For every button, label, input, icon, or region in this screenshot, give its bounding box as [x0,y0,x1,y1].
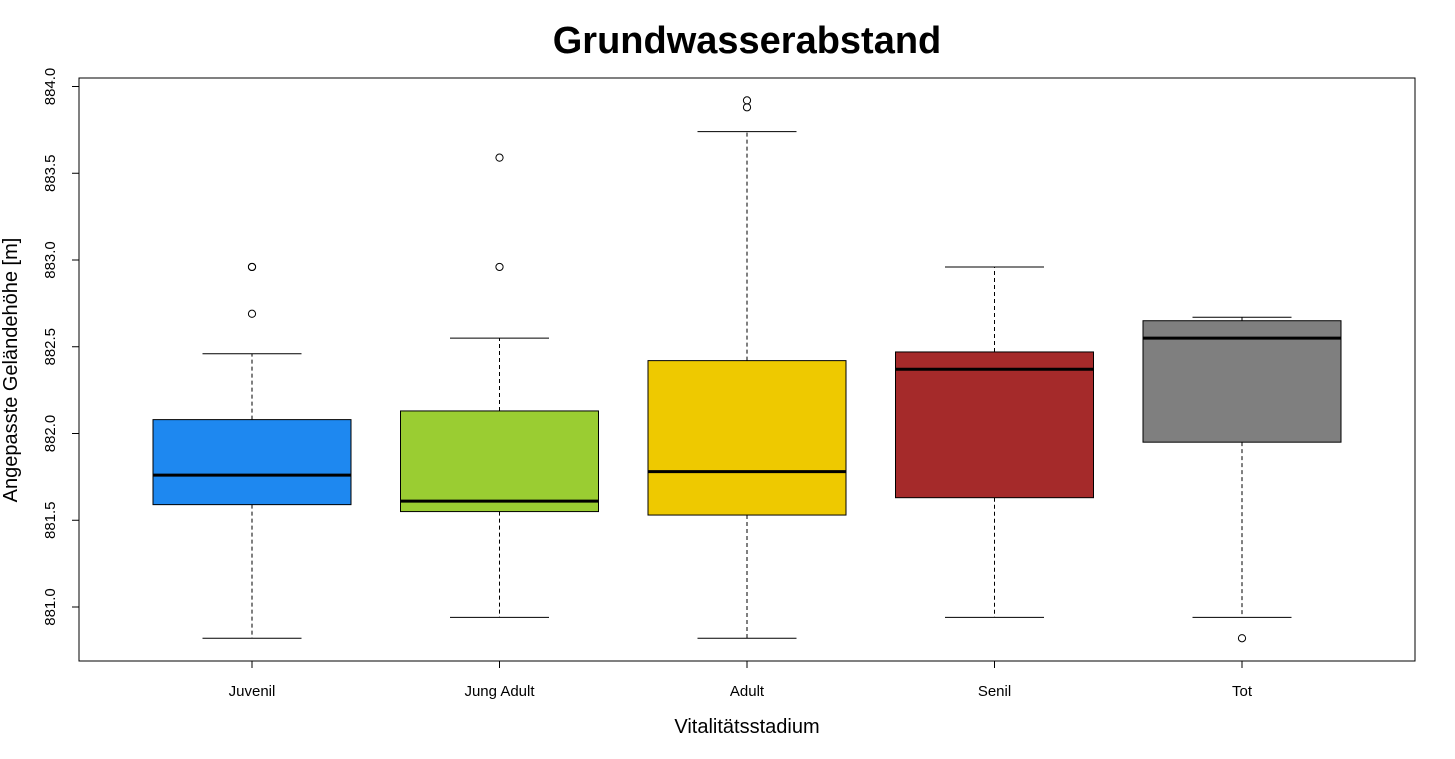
box-group-adult [647,96,847,639]
outlier-point [1237,634,1247,643]
y-tick-label: 881.0 [42,588,59,626]
box-group-senil [895,266,1094,618]
x-axis-label: Vitalitätsstadium [674,716,819,738]
y-tick-label: 883.5 [42,154,59,192]
y-tick-label: 881.5 [42,501,59,539]
y-tick-label: 883.0 [42,241,59,279]
x-tick-label: Adult [730,683,765,700]
y-tick-label: 882.5 [42,328,59,366]
box [895,351,1094,499]
x-tick-label: Jung Adult [464,683,535,700]
box-group-juvenil [152,262,352,639]
box [400,410,599,513]
outlier-point [495,262,504,272]
x-axis: Juvenil Jung Adult Adult Senil Tot [229,661,1253,700]
chart-title: Grundwasserabstand [553,20,942,62]
box-group-jung-adult [400,153,599,618]
y-axis: 881.0 881.5 882.0 882.5 883.0 883.5 884.0 [42,68,79,626]
y-tick-label: 882.0 [42,415,59,453]
y-tick-label: 884.0 [42,68,59,106]
box-group-tot [1142,316,1342,643]
outlier-point [247,262,257,272]
x-tick-label: Juvenil [229,683,276,700]
outlier-point [247,309,257,318]
x-tick-label: Tot [1232,683,1253,700]
x-tick-label: Senil [978,683,1011,700]
box [647,360,847,516]
outlier-point [742,96,752,105]
box [1142,320,1342,443]
outlier-point [495,153,504,162]
box [152,419,352,506]
outlier-point [742,103,752,112]
y-axis-label: Angepasste Geländehöhe [m] [0,238,22,503]
boxes [152,96,1342,643]
